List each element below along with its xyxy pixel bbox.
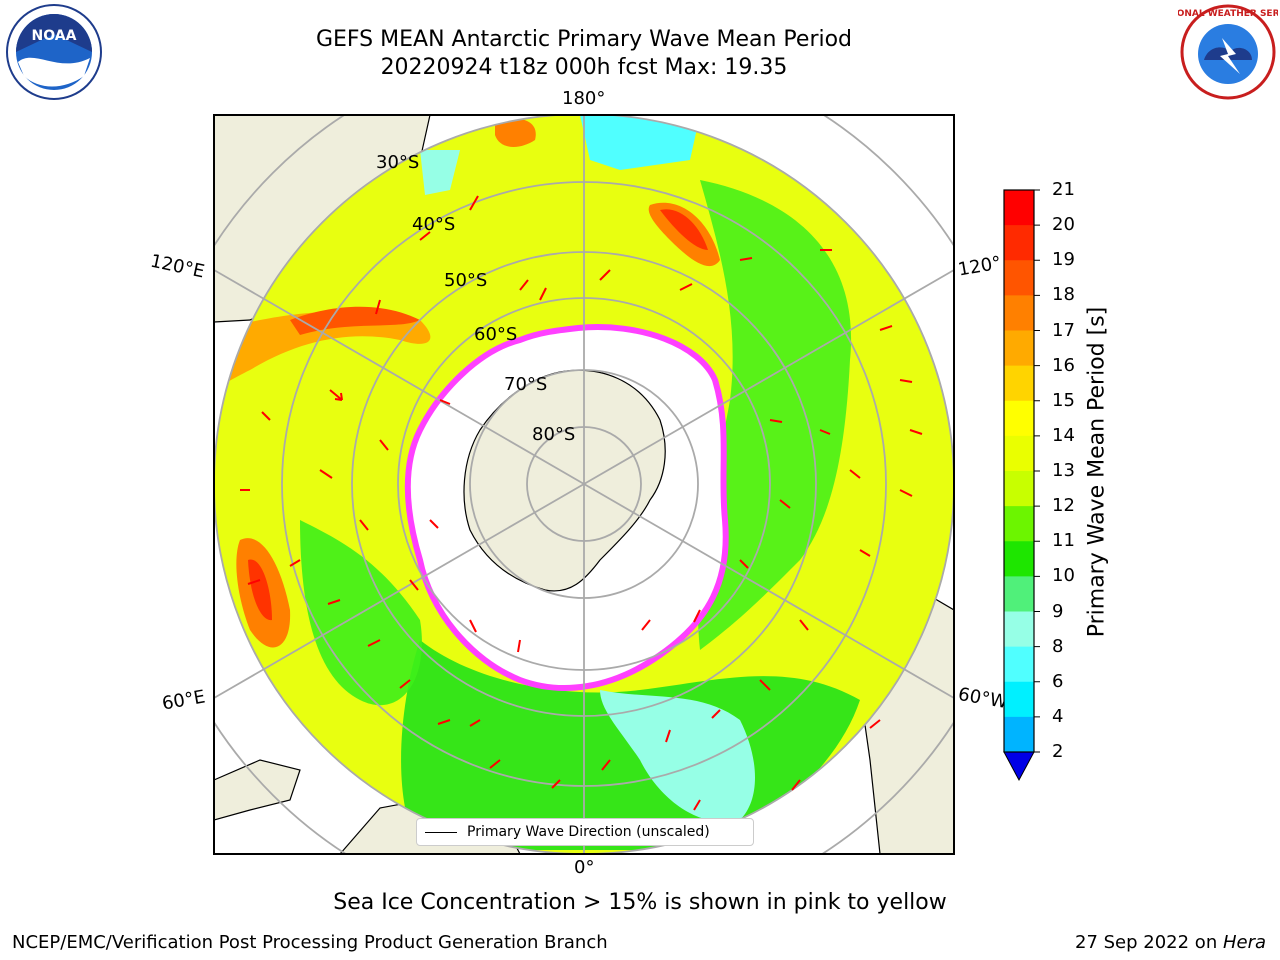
field-cyan-south [600,690,755,822]
colorbar-tick-label: 17 [1052,319,1075,341]
svg-text:NOAA: NOAA [32,28,77,44]
chart-title: GEFS MEAN Antarctic Primary Wave Mean Pe… [315,27,853,52]
colorbar-tick-label: 20 [1052,214,1075,236]
colorbar-segment [1004,400,1034,437]
field-red-west [290,306,420,335]
lat-label-80s: 80°S [532,424,576,445]
noaa-logo: NOAA [6,4,102,100]
sea-ice-caption: Sea Ice Concentration > 15% is shown in … [333,890,947,915]
colorbar-tick-label: 21 [1052,179,1075,200]
colorbar-extend-arrow [1003,751,1035,782]
footer-machine: Hera [1222,932,1266,953]
map-legend: Primary Wave Direction (unscaled) [416,818,754,846]
colorbar-segment [1004,471,1034,507]
colorbar-tick-label: 13 [1052,460,1075,481]
colorbar-segment [1004,716,1034,753]
field-orange-west [214,311,431,390]
colorbar-tick-label: 8 [1052,635,1064,657]
colorbar-segment [1004,611,1034,648]
legend-label: Primary Wave Direction (unscaled) [467,824,710,840]
lon-label-180: 180° [562,88,606,109]
lat-label-70s: 70°S [504,374,548,395]
lat-label-30s: 30°S [376,152,420,173]
colorbar-tick-label: 18 [1052,284,1075,306]
legend-line-icon [425,831,457,833]
svg-text:NATIONAL WEATHER SERVICE: NATIONAL WEATHER SERVICE [1178,9,1278,19]
colorbar-segment [1004,225,1034,261]
field-green-east [697,180,852,650]
colorbar-tick-label: 14 [1052,424,1075,446]
field-orange-top [495,118,536,147]
field-red-ne [660,209,708,250]
footer-date: 27 Sep 2022 on Hera [1075,932,1266,953]
field-cyan-top-left [420,150,460,195]
chart-subtitle: 20220924 t18z 000h fcst Max: 19.35 [380,55,788,80]
lon-label-0: 0° [574,857,595,878]
colorbar-tick-label: 4 [1052,705,1064,727]
colorbar-tick-label: 2 [1052,741,1064,762]
nws-logo: NATIONAL WEATHER SERVICE [1178,4,1278,100]
land-antarctica [463,369,666,592]
land-africa [214,759,301,821]
colorbar-tick-label: 19 [1052,249,1075,271]
colorbar-segment [1004,435,1034,472]
lat-label-60s: 60°S [474,324,518,345]
colorbar-tick-label: 16 [1052,354,1075,376]
colorbar-segment [1004,295,1034,331]
colorbar-segment [1004,506,1034,542]
lat-label-50s: 50°S [444,270,488,291]
colorbar-segment [1004,646,1034,683]
colorbar-title: Primary Wave Mean Period [s] [1084,306,1110,638]
colorbar-tick-label: 6 [1052,670,1064,692]
colorbar-segment [1004,541,1034,577]
colorbar-segment [1004,681,1034,718]
colorbar-segment [1004,260,1034,296]
wave-arrows [240,195,923,811]
footer-organization: NCEP/EMC/Verification Post Processing Pr… [12,932,608,953]
colorbar [1003,189,1040,782]
colorbar-segment [1004,190,1034,226]
colorbar-tick-label: 10 [1052,565,1075,587]
colorbar-tick-label: 15 [1052,389,1075,411]
colorbar-segment [1004,576,1034,612]
colorbar-segment [1004,330,1034,367]
lat-label-40s: 40°S [412,214,456,235]
colorbar-tick-label: 12 [1052,495,1075,517]
field-red-sw [248,559,272,621]
colorbar-tick-label: 11 [1052,530,1075,552]
colorbar-segment [1004,365,1034,402]
field-cyan-top [580,115,700,170]
footer-date-text: 27 Sep 2022 on [1075,932,1223,953]
colorbar-tick-label: 9 [1052,600,1064,622]
